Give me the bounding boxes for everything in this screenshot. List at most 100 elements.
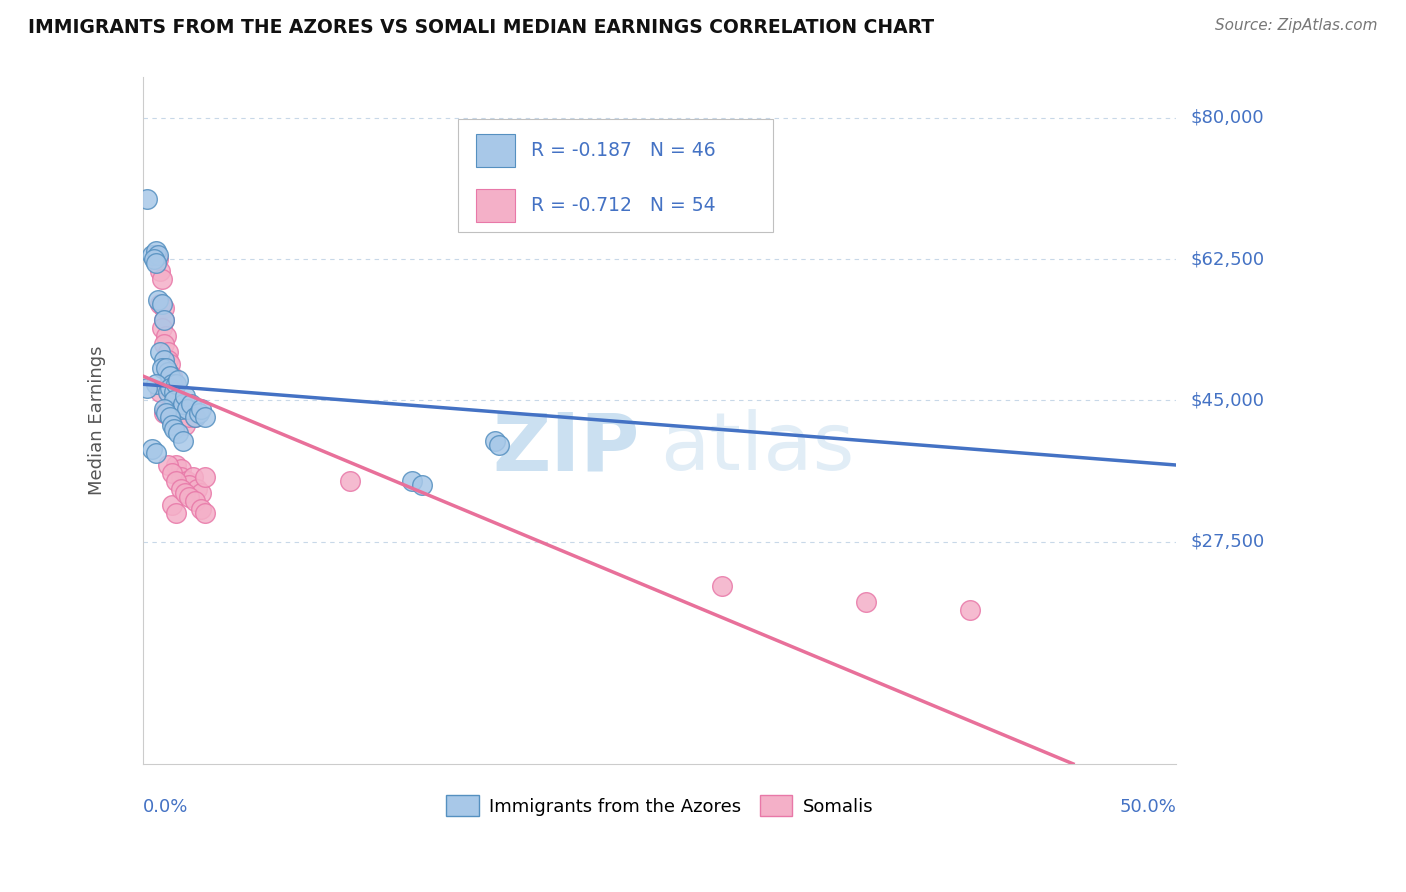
Point — [488, 438, 510, 452]
Text: $45,000: $45,000 — [1191, 392, 1264, 409]
Point — [176, 401, 198, 416]
Point — [157, 458, 180, 472]
Text: 0.0%: 0.0% — [143, 798, 188, 816]
Point — [157, 353, 180, 368]
Point — [153, 312, 176, 326]
Point — [165, 474, 187, 488]
Point — [155, 361, 177, 376]
Point — [149, 345, 172, 359]
Point — [155, 329, 177, 343]
Point — [159, 369, 181, 384]
Point — [146, 252, 169, 267]
Point — [150, 320, 173, 334]
Point — [162, 369, 184, 384]
Point — [188, 406, 211, 420]
Point — [173, 389, 195, 403]
Point — [177, 478, 200, 492]
Point — [401, 474, 423, 488]
Point — [194, 507, 217, 521]
Text: atlas: atlas — [659, 409, 855, 487]
Point — [146, 248, 169, 262]
Point — [959, 603, 981, 617]
Point — [181, 470, 204, 484]
Point — [162, 466, 184, 480]
Point — [194, 409, 217, 424]
Text: $80,000: $80,000 — [1191, 109, 1264, 127]
Point — [153, 353, 176, 368]
Point — [180, 397, 202, 411]
Point — [184, 409, 207, 424]
Point — [159, 357, 181, 371]
Point — [153, 406, 176, 420]
Point — [145, 248, 167, 262]
Point — [169, 462, 191, 476]
Point — [159, 409, 181, 424]
Point — [149, 385, 172, 400]
Point — [855, 595, 877, 609]
Point — [150, 361, 173, 376]
Point — [145, 446, 167, 460]
Point — [136, 381, 159, 395]
Text: Median Earnings: Median Earnings — [87, 346, 105, 495]
Point — [165, 397, 187, 411]
Point — [146, 293, 169, 307]
Point — [145, 377, 167, 392]
Point — [150, 272, 173, 286]
Point — [172, 434, 194, 448]
Text: $62,500: $62,500 — [1191, 250, 1264, 268]
Point — [162, 417, 184, 432]
Point — [149, 264, 172, 278]
FancyBboxPatch shape — [477, 188, 515, 221]
Point — [339, 474, 361, 488]
Point — [165, 414, 187, 428]
Point — [169, 401, 191, 416]
Point — [165, 458, 187, 472]
Point — [157, 385, 180, 400]
Point — [177, 491, 200, 505]
Point — [163, 385, 186, 400]
Point — [190, 401, 212, 416]
Text: ZIP: ZIP — [492, 409, 640, 487]
Point — [167, 425, 190, 440]
Point — [184, 409, 207, 424]
Point — [162, 499, 184, 513]
Point — [163, 377, 186, 392]
Point — [169, 483, 191, 497]
Point — [484, 434, 506, 448]
Point — [145, 256, 167, 270]
Point — [173, 417, 195, 432]
Text: R = -0.712   N = 54: R = -0.712 N = 54 — [530, 195, 716, 215]
Text: $27,500: $27,500 — [1191, 533, 1264, 550]
Point — [136, 192, 159, 206]
Point — [157, 385, 180, 400]
FancyBboxPatch shape — [477, 134, 515, 167]
Point — [165, 377, 187, 392]
Point — [710, 579, 733, 593]
Text: IMMIGRANTS FROM THE AZORES VS SOMALI MEDIAN EARNINGS CORRELATION CHART: IMMIGRANTS FROM THE AZORES VS SOMALI MED… — [28, 18, 934, 37]
Point — [142, 252, 165, 267]
Point — [167, 373, 190, 387]
Point — [169, 401, 191, 416]
Point — [153, 337, 176, 351]
Point — [411, 478, 433, 492]
Point — [150, 296, 173, 310]
Point — [155, 406, 177, 420]
Point — [173, 474, 195, 488]
Point — [172, 397, 194, 411]
Point — [163, 422, 186, 436]
Point — [163, 393, 186, 408]
Point — [145, 244, 167, 258]
Point — [153, 301, 176, 315]
FancyBboxPatch shape — [458, 119, 773, 232]
Point — [157, 345, 180, 359]
Text: R = -0.187   N = 46: R = -0.187 N = 46 — [530, 141, 716, 160]
Point — [190, 486, 212, 500]
Point — [184, 494, 207, 508]
Point — [153, 401, 176, 416]
Text: Source: ZipAtlas.com: Source: ZipAtlas.com — [1215, 18, 1378, 33]
Point — [186, 483, 208, 497]
Legend: Immigrants from the Azores, Somalis: Immigrants from the Azores, Somalis — [439, 789, 880, 823]
Point — [163, 389, 186, 403]
Point — [157, 365, 180, 379]
Point — [177, 409, 200, 424]
